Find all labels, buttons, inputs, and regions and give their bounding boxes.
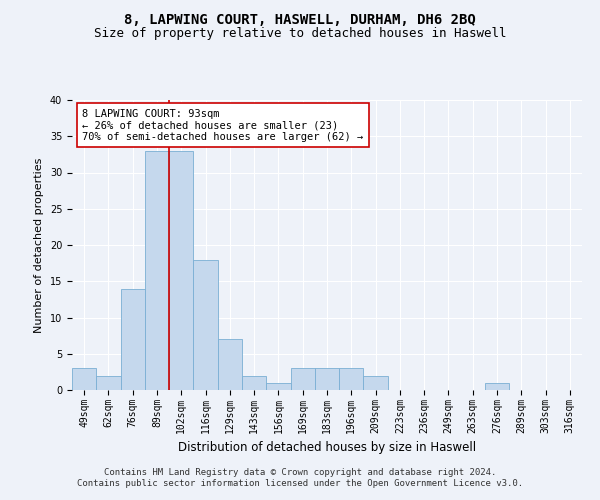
Bar xyxy=(96,376,121,390)
Text: 8, LAPWING COURT, HASWELL, DURHAM, DH6 2BQ: 8, LAPWING COURT, HASWELL, DURHAM, DH6 2… xyxy=(124,12,476,26)
Bar xyxy=(339,368,364,390)
Bar xyxy=(290,368,315,390)
Bar xyxy=(364,376,388,390)
Bar xyxy=(266,383,290,390)
Text: 8 LAPWING COURT: 93sqm
← 26% of detached houses are smaller (23)
70% of semi-det: 8 LAPWING COURT: 93sqm ← 26% of detached… xyxy=(82,108,364,142)
Bar xyxy=(72,368,96,390)
Bar xyxy=(242,376,266,390)
Bar xyxy=(485,383,509,390)
Bar xyxy=(121,288,145,390)
Y-axis label: Number of detached properties: Number of detached properties xyxy=(34,158,44,332)
Bar xyxy=(145,151,169,390)
Bar xyxy=(169,151,193,390)
Bar xyxy=(315,368,339,390)
Bar xyxy=(218,339,242,390)
Text: Size of property relative to detached houses in Haswell: Size of property relative to detached ho… xyxy=(94,28,506,40)
X-axis label: Distribution of detached houses by size in Haswell: Distribution of detached houses by size … xyxy=(178,441,476,454)
Text: Contains HM Land Registry data © Crown copyright and database right 2024.
Contai: Contains HM Land Registry data © Crown c… xyxy=(77,468,523,487)
Bar xyxy=(193,260,218,390)
